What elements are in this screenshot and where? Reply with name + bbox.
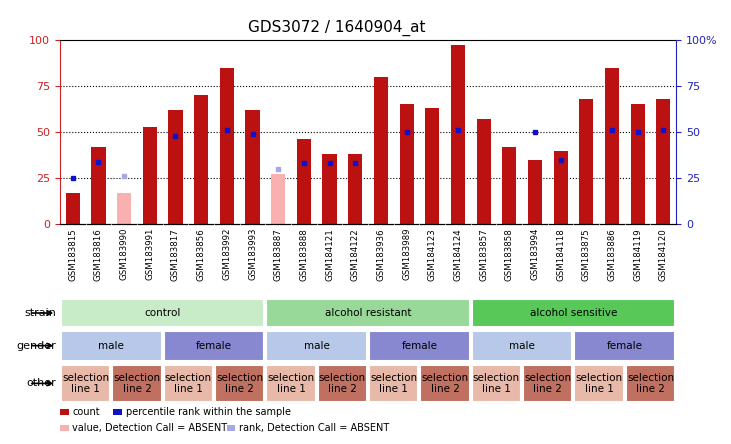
Text: GSM183989: GSM183989	[402, 228, 411, 280]
Text: GSM184124: GSM184124	[453, 228, 463, 281]
FancyBboxPatch shape	[471, 299, 675, 327]
FancyBboxPatch shape	[266, 331, 367, 361]
Text: GSM183856: GSM183856	[197, 228, 205, 281]
FancyBboxPatch shape	[318, 365, 367, 401]
Text: selection
line 1: selection line 1	[62, 373, 109, 394]
FancyBboxPatch shape	[61, 331, 162, 361]
Text: gender: gender	[17, 341, 56, 351]
Bar	[271, 174, 285, 224]
Text: value, Detection Call = ABSENT: value, Detection Call = ABSENT	[72, 423, 227, 433]
Text: GSM184119: GSM184119	[633, 228, 642, 281]
Text: selection
line 1: selection line 1	[164, 373, 212, 394]
Text: male: male	[510, 341, 535, 351]
Text: GSM183990: GSM183990	[120, 228, 129, 280]
Text: GSM184118: GSM184118	[556, 228, 565, 281]
Bar	[66, 193, 80, 224]
FancyBboxPatch shape	[61, 365, 110, 401]
Text: GSM183857: GSM183857	[479, 228, 488, 281]
Text: GSM183817: GSM183817	[171, 228, 180, 281]
Text: GSM183888: GSM183888	[300, 228, 308, 281]
Text: control: control	[145, 308, 181, 318]
FancyBboxPatch shape	[266, 365, 316, 401]
FancyBboxPatch shape	[164, 331, 265, 361]
Text: GSM183994: GSM183994	[531, 228, 539, 280]
FancyBboxPatch shape	[113, 365, 162, 401]
FancyBboxPatch shape	[61, 299, 265, 327]
Text: alcohol sensitive: alcohol sensitive	[530, 308, 617, 318]
Text: female: female	[196, 341, 232, 351]
Text: other: other	[26, 378, 56, 388]
Bar	[194, 95, 208, 224]
Text: GSM183816: GSM183816	[94, 228, 103, 281]
FancyBboxPatch shape	[420, 365, 470, 401]
Bar	[631, 104, 645, 224]
Text: GSM184123: GSM184123	[428, 228, 436, 281]
Bar	[246, 110, 260, 224]
Text: GDS3072 / 1640904_at: GDS3072 / 1640904_at	[248, 20, 425, 36]
Text: selection
line 1: selection line 1	[575, 373, 623, 394]
Bar	[553, 151, 568, 224]
Bar	[220, 67, 234, 224]
Text: count: count	[72, 407, 100, 417]
Text: selection
line 1: selection line 1	[473, 373, 520, 394]
Text: alcohol resistant: alcohol resistant	[325, 308, 412, 318]
Bar	[348, 154, 363, 224]
FancyBboxPatch shape	[575, 365, 624, 401]
Text: selection
line 2: selection line 2	[319, 373, 366, 394]
Text: selection
line 1: selection line 1	[268, 373, 314, 394]
Text: selection
line 2: selection line 2	[524, 373, 572, 394]
FancyBboxPatch shape	[215, 365, 265, 401]
Bar	[117, 193, 131, 224]
Bar	[528, 160, 542, 224]
Text: strain: strain	[24, 308, 56, 318]
Text: GSM184120: GSM184120	[659, 228, 668, 281]
FancyBboxPatch shape	[471, 331, 572, 361]
Text: GSM183936: GSM183936	[376, 228, 385, 281]
Text: male: male	[304, 341, 330, 351]
FancyBboxPatch shape	[369, 331, 470, 361]
Text: female: female	[401, 341, 437, 351]
FancyBboxPatch shape	[471, 365, 521, 401]
Text: GSM184122: GSM184122	[351, 228, 360, 281]
Text: GSM183875: GSM183875	[582, 228, 591, 281]
Text: GSM184121: GSM184121	[325, 228, 334, 281]
Text: selection
line 2: selection line 2	[216, 373, 263, 394]
Text: GSM183886: GSM183886	[607, 228, 616, 281]
FancyBboxPatch shape	[523, 365, 572, 401]
Text: GSM183993: GSM183993	[248, 228, 257, 280]
Text: GSM183887: GSM183887	[273, 228, 283, 281]
Bar	[656, 99, 670, 224]
Bar	[91, 147, 105, 224]
Bar	[168, 110, 183, 224]
Text: male: male	[99, 341, 124, 351]
FancyBboxPatch shape	[164, 365, 213, 401]
Bar	[425, 108, 439, 224]
Bar	[579, 99, 594, 224]
FancyBboxPatch shape	[266, 299, 470, 327]
Text: rank, Detection Call = ABSENT: rank, Detection Call = ABSENT	[239, 423, 390, 433]
Text: GSM183991: GSM183991	[145, 228, 154, 280]
Text: GSM183858: GSM183858	[505, 228, 514, 281]
Bar	[374, 77, 388, 224]
Text: GSM183992: GSM183992	[222, 228, 231, 280]
Bar	[502, 147, 516, 224]
Bar	[451, 45, 465, 224]
Bar	[297, 139, 311, 224]
Text: selection
line 2: selection line 2	[422, 373, 469, 394]
FancyBboxPatch shape	[575, 331, 675, 361]
Text: selection
line 1: selection line 1	[370, 373, 417, 394]
Text: GSM183815: GSM183815	[68, 228, 77, 281]
FancyBboxPatch shape	[369, 365, 418, 401]
FancyBboxPatch shape	[626, 365, 675, 401]
Bar	[322, 154, 336, 224]
Bar	[143, 127, 157, 224]
Text: selection
line 2: selection line 2	[113, 373, 161, 394]
Text: selection
line 2: selection line 2	[627, 373, 674, 394]
Bar	[477, 119, 491, 224]
Text: percentile rank within the sample: percentile rank within the sample	[126, 407, 291, 417]
Bar	[400, 104, 414, 224]
Text: female: female	[607, 341, 643, 351]
Bar	[605, 67, 619, 224]
